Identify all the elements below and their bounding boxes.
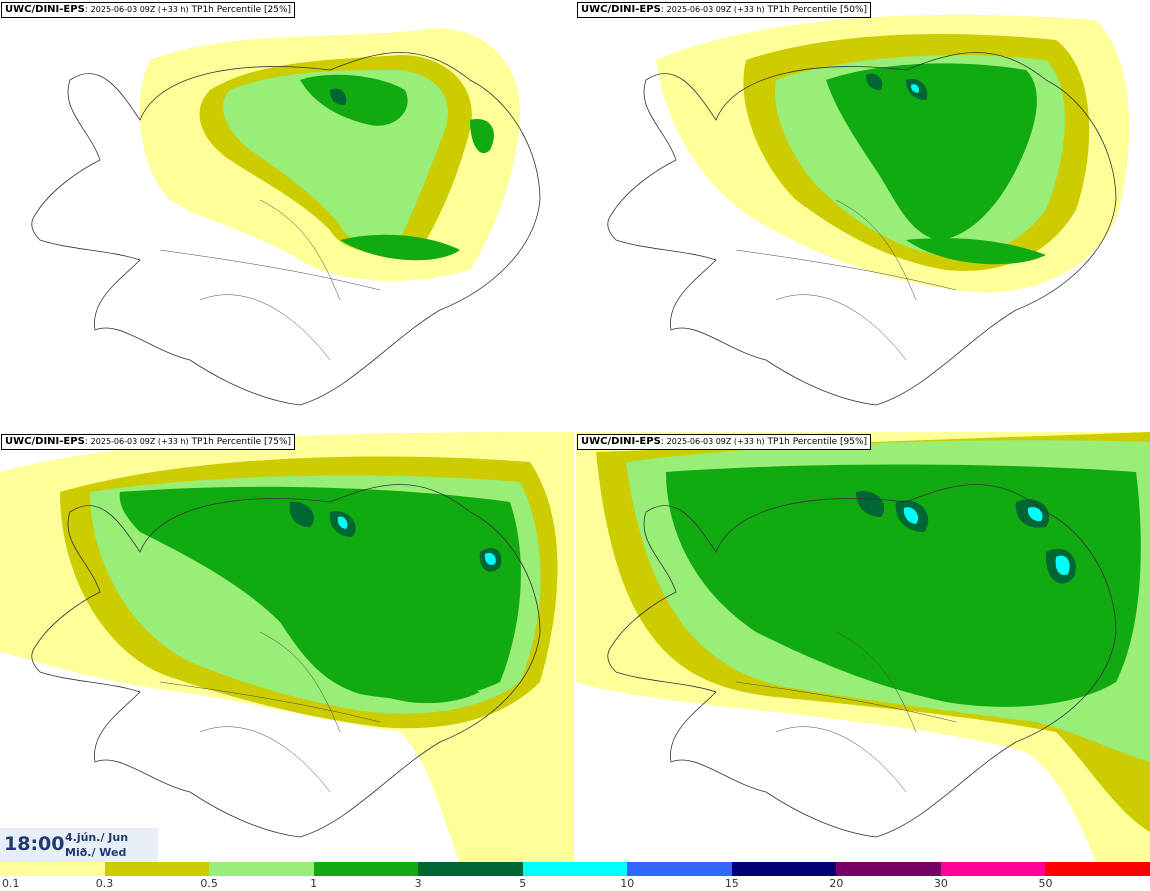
map-panel-95: UWC/DINI-EPS: 2025-06-03 09Z (+33 h) TP1… xyxy=(576,432,1150,862)
legend-swatch xyxy=(209,862,315,876)
legend-swatch xyxy=(1045,862,1150,876)
legend-swatch xyxy=(627,862,733,876)
panel-title: UWC/DINI-EPS: 2025-06-03 09Z (+33 h) TP1… xyxy=(1,2,296,18)
legend-label: 50 xyxy=(1038,877,1053,890)
valid-time: 18:00 xyxy=(4,833,65,855)
map-panel-75: UWC/DINI-EPS: 2025-06-03 09Z (+33 h) TP1… xyxy=(0,432,574,862)
valid-time-box: 18:00 4.jún./ Jun Mið./ Wed xyxy=(0,828,158,862)
panel-title: UWC/DINI-EPS: 2025-06-03 09Z (+33 h) TP1… xyxy=(577,434,872,450)
legend-label: 15 xyxy=(724,877,739,890)
legend-swatch xyxy=(836,862,942,876)
legend-label: 0.5 xyxy=(200,877,218,890)
valid-date: 4.jún./ Jun xyxy=(65,831,129,844)
legend-swatch xyxy=(731,862,838,876)
panel-title: UWC/DINI-EPS: 2025-06-03 09Z (+33 h) TP1… xyxy=(1,434,296,450)
precip-map xyxy=(31,28,541,406)
legend-swatch xyxy=(104,862,211,876)
legend-label: 0.1 xyxy=(2,877,20,890)
precip-map xyxy=(607,14,1130,406)
legend-swatch xyxy=(940,862,1047,876)
map-panel-25: UWC/DINI-EPS: 2025-06-03 09Z (+33 h) TP1… xyxy=(0,0,574,430)
precip-map xyxy=(0,432,574,862)
color-legend: 0.1 0.3 0.5 1 3 5 10 15 20 30 50 xyxy=(0,862,1150,891)
legend-label: 3 xyxy=(414,877,422,890)
legend-swatch xyxy=(313,862,420,876)
legend-label: 20 xyxy=(829,877,844,890)
valid-weekday: Mið./ Wed xyxy=(65,846,127,859)
legend-swatch xyxy=(418,862,524,876)
legend-label: 1 xyxy=(310,877,318,890)
panel-title: UWC/DINI-EPS: 2025-06-03 09Z (+33 h) TP1… xyxy=(577,2,872,18)
legend-swatch xyxy=(0,862,106,876)
legend-swatch xyxy=(522,862,629,876)
map-panel-50: UWC/DINI-EPS: 2025-06-03 09Z (+33 h) TP1… xyxy=(576,0,1150,430)
legend-label: 5 xyxy=(519,877,527,890)
legend-label: 0.3 xyxy=(95,877,114,890)
legend-label: 30 xyxy=(933,877,948,890)
legend-label: 10 xyxy=(620,877,635,890)
precip-map xyxy=(576,432,1150,862)
